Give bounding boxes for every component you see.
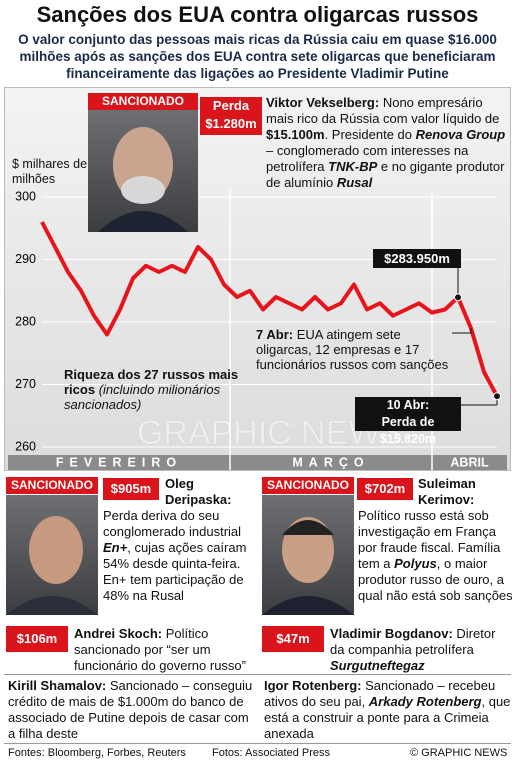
y-tick-label: 280 [15, 314, 36, 328]
text: 7 Abr: [256, 327, 294, 342]
point [493, 392, 501, 401]
loss-box: $47m [262, 626, 324, 652]
y-tick-label: 300 [15, 189, 36, 203]
text: Diretor da companhia petrolífera [330, 626, 496, 657]
loss-box: Perda $1.280m [200, 97, 262, 135]
month-band [8, 455, 507, 470]
line [40, 221, 499, 398]
loss-box: $702m [357, 478, 413, 500]
divider [4, 674, 511, 675]
profile-text: Kirill Shamalov: Sancionado – conseguiu … [8, 678, 256, 742]
text: $15.100m [266, 127, 325, 142]
annotation: 7 Abr: EUA atingem sete oligarcas, 12 em… [256, 327, 456, 372]
month-label: MARÇO [292, 455, 369, 469]
sanction-tag: SANCIONADO [262, 477, 354, 494]
name: Oleg Deripaska: [165, 476, 232, 507]
name: Vladimir Bogdanov: [330, 626, 453, 641]
text: e no gigante produtor de alumínio [266, 159, 505, 190]
point [454, 293, 462, 302]
loss-box: $905m [103, 478, 159, 500]
text: . Presidente do [324, 127, 416, 142]
y-tick-label: 260 [15, 439, 36, 453]
text: Perda deriva do seu conglomerado industr… [103, 508, 242, 539]
text: Riqueza dos 27 russos mais ricos [64, 367, 239, 397]
annotation: Perda de $15.820m [355, 414, 461, 446]
subtitle: O valor conjunto das pessoas mais ricas … [18, 32, 497, 81]
text: Político sancionado por “ser um funcioná… [74, 626, 246, 673]
name: Viktor Vekselberg: [266, 95, 380, 110]
divider [4, 743, 511, 744]
face [98, 127, 188, 232]
profile-text: Andrei Skoch: Político sancionado por “s… [74, 626, 256, 674]
profile-text: Político russo está sob investigação em … [358, 508, 513, 604]
text: TNK-BP [328, 159, 378, 174]
text: En+ [103, 540, 128, 555]
sources: Fontes: Bloomberg, Forbes, Reuters [8, 747, 186, 759]
face [262, 517, 354, 615]
text: , cujas ações caíram 54% desde quinta-fe… [103, 540, 247, 603]
text: Arkady Rotenberg [368, 694, 482, 709]
text: Polyus [394, 556, 437, 571]
y-tick-label: 270 [15, 377, 36, 391]
text: EUA atingem sete oligarcas, 12 empresas … [256, 327, 449, 372]
text: Político russo está sob investigação em … [358, 508, 501, 571]
text: Rusal [336, 175, 373, 190]
photo [262, 495, 354, 615]
photo [88, 110, 198, 232]
text: , que está a construir a ponte para a Cr… [264, 694, 511, 741]
text: – conglomerado com interesses na petrolí… [266, 143, 469, 174]
name: Suleiman Kerimov: [418, 476, 476, 507]
profile-text: Perda deriva do seu conglomerado industr… [103, 508, 255, 604]
profile-text: Igor Rotenberg: Sancionado – recebeu ati… [264, 678, 512, 742]
month-label: FEVEREIRO [56, 455, 182, 469]
annotation: Riqueza dos 27 russos mais ricos (inclui… [64, 367, 264, 412]
name: Kirill Shamalov: [8, 678, 107, 693]
profile-text: Viktor Vekselberg: Nono empresário mais … [266, 95, 510, 191]
sanction-tag: SANCIONADO [6, 477, 98, 494]
credit: © GRAPHIC NEWS [410, 747, 508, 759]
face [6, 516, 98, 615]
annotation: 10 Abr: S268.130m [355, 397, 461, 429]
text: Renova Group [415, 127, 506, 142]
y-axis-label: $ milhares de milhões [12, 157, 88, 186]
loss-value: $1.280m [205, 116, 257, 131]
loss-label: Perda [212, 98, 250, 113]
profile-text: Vladimir Bogdanov: Diretor da companhia … [330, 626, 512, 674]
text: (incluindo milionários sancionados) [64, 382, 221, 412]
text: Sancionado – recebeu ativos do seu pai, [264, 678, 496, 709]
sanction-tag: SANCIONADO [88, 93, 198, 110]
text: Nono empresário mais rico da Rússia com … [266, 95, 500, 126]
photo-credit: Fotos: Associated Press [212, 747, 330, 759]
photo [6, 495, 98, 615]
name: Andrei Skoch: [74, 626, 163, 641]
y-tick-label: 290 [15, 252, 36, 266]
title: Sanções dos EUA contra oligarcas russos [36, 2, 479, 27]
annotation: $283.950m [373, 249, 461, 268]
loss-box: $106m [6, 626, 68, 652]
text: Sancionado – conseguiu crédito de mais d… [8, 678, 253, 741]
month-label: ABRIL [450, 455, 489, 469]
leader [452, 328, 472, 334]
name: Igor Rotenberg: [264, 678, 362, 693]
text: , o maior produtor russo de ouro, a qual… [358, 556, 513, 603]
text: Surgutneftegaz [330, 658, 425, 673]
